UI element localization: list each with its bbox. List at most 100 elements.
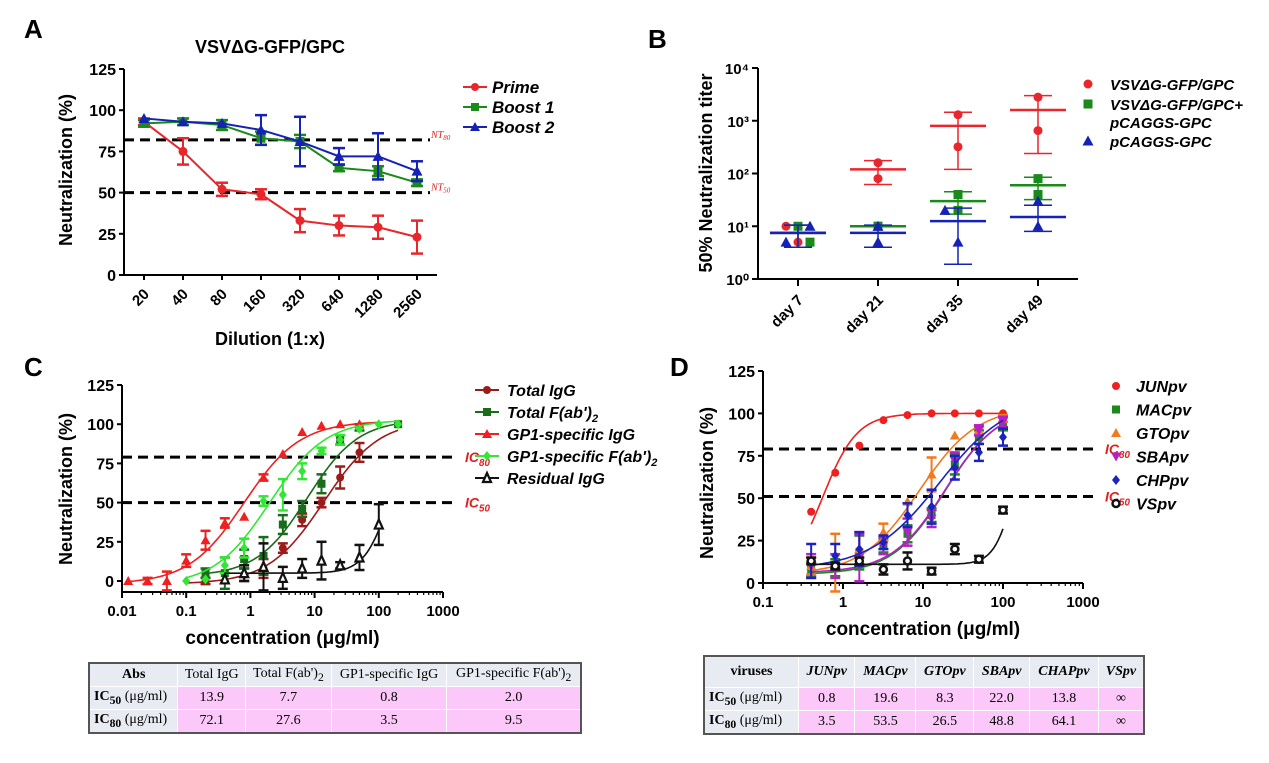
legend-marker	[482, 429, 492, 438]
data-point	[1032, 195, 1044, 206]
fit-curve	[186, 429, 399, 584]
data-point	[1033, 92, 1043, 102]
data-point	[201, 569, 210, 578]
series-line	[143, 117, 418, 173]
x-tick-label: 10	[306, 603, 323, 620]
table-cell: 64.1	[1028, 710, 1099, 735]
table-cell: 26.5	[915, 710, 975, 735]
y-tick-label: 10¹	[727, 219, 749, 236]
data-point	[295, 216, 305, 226]
legend-label: Total IgG	[507, 383, 576, 400]
legend-label: VSpv	[1136, 497, 1177, 514]
data-point	[161, 576, 172, 585]
table-row: IC80 (μg/ml) 72.1 27.6 3.5 9.5	[88, 709, 582, 734]
data-point	[123, 576, 134, 585]
data-point	[903, 510, 912, 521]
legend-marker	[471, 103, 479, 111]
table-cell: 19.6	[854, 687, 917, 711]
series-prime	[138, 117, 423, 255]
series-0	[770, 92, 1066, 248]
chart-b: 10⁰ 10¹ 10² 10³ 10⁴ day 7 day 21 day 35 day 49 50…	[696, 61, 1243, 337]
y-tick-label: 50	[96, 496, 114, 513]
data-point	[257, 559, 270, 572]
data-point	[316, 420, 327, 430]
data-point	[182, 576, 191, 586]
legend-marker	[483, 386, 491, 394]
x-tick-label: day 21	[842, 292, 887, 337]
data-point	[411, 165, 423, 176]
data-point	[142, 576, 153, 585]
data-point	[139, 118, 149, 128]
table-header-cell: VSpv	[1097, 655, 1145, 688]
table-cell: 53.5	[854, 710, 917, 735]
data-point	[372, 150, 384, 161]
x-tick-label: 320	[279, 286, 309, 316]
table-header-cell: MACpv	[854, 655, 917, 688]
data-point	[902, 528, 913, 538]
chart-a: VSVΔG-GFP/GPC 0 25 50 75 100 125 20 40 80 160 320 64…	[56, 37, 555, 349]
table-cell: 27.6	[245, 709, 332, 734]
data-point	[255, 124, 267, 135]
y-tick-label: 50	[98, 186, 116, 203]
y-tick-label: 100	[728, 406, 755, 423]
series-0	[807, 409, 1007, 525]
fit-curve	[185, 420, 399, 579]
table-cell: 3.5	[797, 710, 856, 735]
table-row: IC50 (μg/ml) 13.9 7.7 0.8 2.0	[88, 686, 582, 710]
table-cell: 3.5	[330, 709, 448, 734]
y-axis-title: Neutralization (%)	[56, 94, 76, 246]
table-cell: 9.5	[446, 709, 582, 734]
data-point	[879, 416, 888, 425]
data-point	[317, 498, 326, 507]
data-point	[974, 447, 983, 458]
data-point	[200, 535, 211, 545]
data-point	[878, 564, 889, 575]
y-tick-label: 75	[98, 144, 116, 161]
reference-line-label: NT50	[430, 183, 451, 195]
data-point	[335, 419, 346, 429]
table-row: IC50 (μg/ml) 0.8 19.6 8.3 22.0 13.8 ∞	[703, 687, 1145, 711]
data-point	[353, 549, 366, 563]
legend-marker	[483, 408, 491, 416]
data-point	[927, 409, 936, 418]
x-axis-title: Dilution (1:x)	[215, 329, 325, 349]
data-point	[855, 544, 864, 555]
legend-marker	[470, 122, 480, 131]
row-label: IC50 (μg/ml)	[703, 687, 799, 711]
series-boost-2	[138, 112, 423, 183]
data-point	[939, 204, 951, 215]
series-2	[770, 195, 1066, 266]
legend-marker	[1083, 79, 1093, 89]
legend-label: pCAGGS-GPC	[1109, 134, 1213, 151]
y-tick-label: 25	[96, 535, 114, 552]
legend-marker	[1111, 428, 1121, 437]
series-1	[770, 174, 1066, 248]
x-tick-label: 1000	[426, 603, 459, 620]
data-point	[952, 236, 964, 247]
y-axis-title: Neutralization (%)	[697, 407, 717, 559]
row-label: IC50 (μg/ml)	[88, 686, 179, 710]
y-tick-label: 100	[87, 417, 114, 434]
y-axis-title: Neutralization (%)	[56, 413, 76, 565]
data-point	[879, 537, 888, 548]
legend-label: CHPpv	[1136, 473, 1190, 490]
series-2	[123, 419, 379, 592]
data-point	[334, 221, 344, 231]
data-point	[878, 527, 889, 537]
x-tick-label: 0.1	[176, 603, 197, 620]
x-tick-label: day 49	[1002, 292, 1047, 337]
x-tick-label: 2560	[390, 286, 426, 322]
data-point	[240, 555, 249, 564]
data-point	[999, 432, 1007, 443]
data-point	[138, 112, 150, 123]
legend-label: GP1-specific IgG	[507, 427, 635, 444]
x-tick-label: 100	[366, 603, 391, 620]
table-cell: 22.0	[973, 687, 1030, 711]
data-point	[872, 220, 884, 231]
panel-label-b: B	[648, 24, 667, 54]
data-point	[953, 110, 963, 120]
data-point	[1033, 126, 1043, 136]
x-tick-label: 1	[246, 603, 254, 620]
data-point	[277, 570, 289, 583]
